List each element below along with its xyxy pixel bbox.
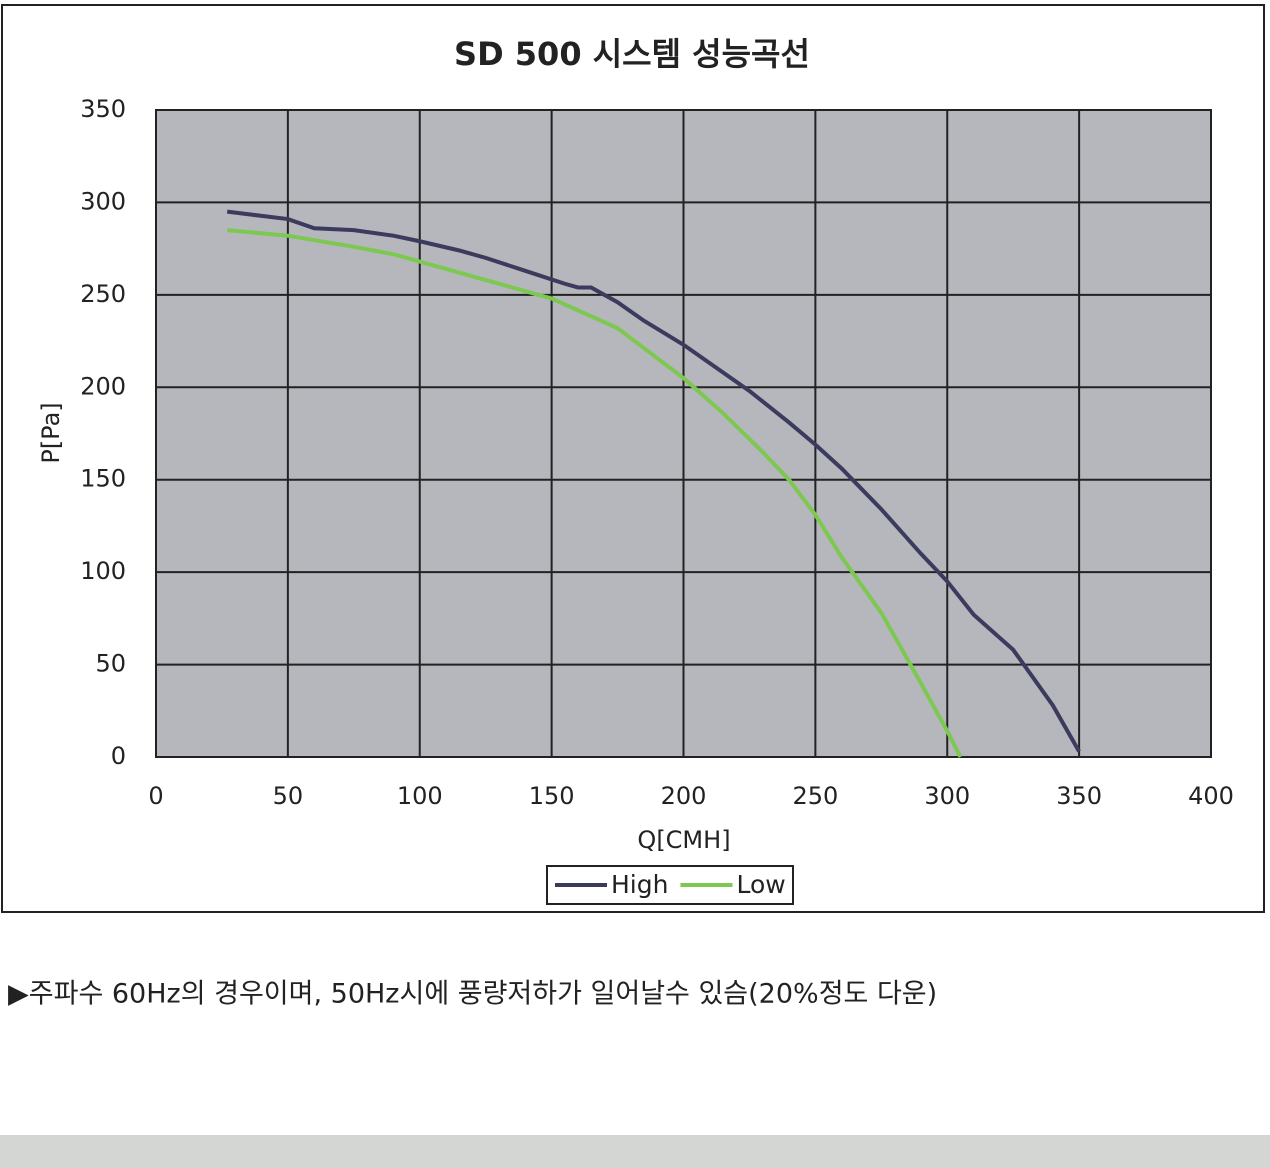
y-tick-label: 0 [111, 742, 126, 770]
x-tick-label: 0 [148, 782, 163, 810]
note: ▶주파수 60Hz의 경우이며, 50Hz시에 풍량저하가 일어날수 있슴(20… [8, 979, 937, 1010]
plot-border [155, 109, 1212, 758]
y-tick-label: 100 [80, 557, 126, 585]
footer-band [0, 1135, 1270, 1168]
y-axis-label: P[Pa] [37, 402, 65, 463]
x-tick-label: 50 [273, 782, 304, 810]
y-tick-label: 200 [80, 372, 126, 400]
x-axis-label: Q[CMH] [637, 826, 730, 854]
series-line [227, 228, 963, 758]
x-tick-label: 400 [1188, 782, 1234, 810]
legend-label: Low [736, 870, 785, 899]
y-tick-label: 50 [95, 650, 126, 678]
y-tick-label: 150 [80, 465, 126, 493]
x-tick-label: 200 [661, 782, 707, 810]
y-tick-label: 300 [80, 187, 126, 215]
y-tick-label: 250 [80, 280, 126, 308]
x-tick-label: 300 [924, 782, 970, 810]
x-tick-label: 350 [1056, 782, 1102, 810]
x-tick-label: 250 [792, 782, 838, 810]
chart-title: SD 500 시스템 성능곡선 [454, 35, 810, 73]
legend-label: High [611, 870, 668, 899]
x-tick-label: 100 [397, 782, 443, 810]
x-tick-label: 150 [529, 782, 575, 810]
series-line [226, 209, 1081, 753]
y-tick-label: 350 [80, 95, 126, 123]
